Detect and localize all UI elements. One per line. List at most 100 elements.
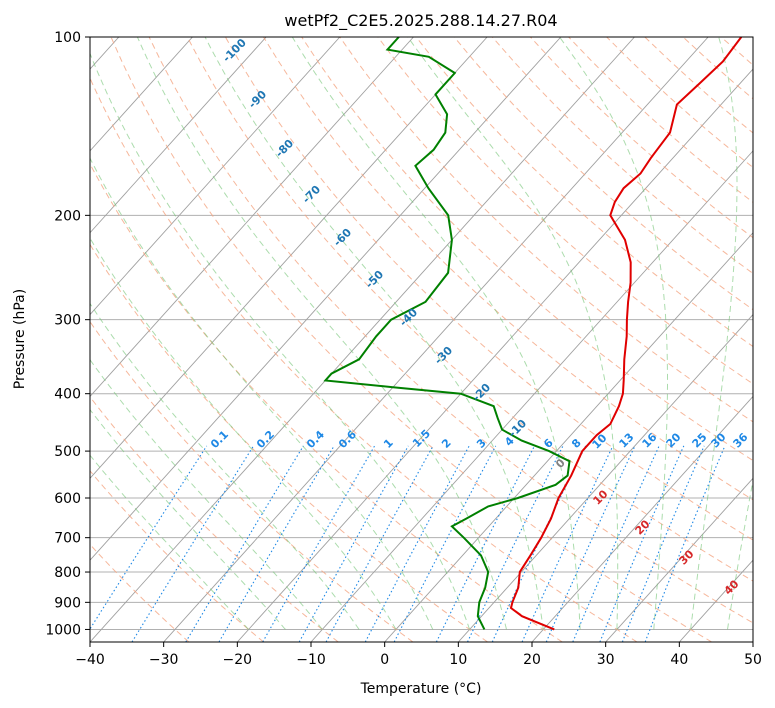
x-axis: −40 −30 −20 −10 0 10 20 30 40 50 [75,642,762,668]
dry-adiabat-line [90,470,264,642]
dry-adiabat-line [682,37,753,100]
x-tick-label: 40 [670,652,688,668]
moist-adiabat-label: -90 [246,88,269,111]
mixing-ratio-label: 0.4 [304,428,327,451]
mixing-ratio-lines [90,445,726,642]
moist-adiabat-line [727,477,753,630]
moist-adiabat-line [90,302,360,630]
mixing-ratio-line [467,445,564,642]
mixing-ratio-line [218,445,335,642]
moist-adiabat-label: -50 [363,268,386,291]
chart-title: wetPf2_C2E5.2025.288.14.27.R04 [284,11,557,31]
dry-adiabat-line [90,243,488,642]
y-tick-label: 300 [54,313,81,329]
dry-adiabat-line [90,543,190,642]
x-tick-label: −40 [75,652,105,668]
dry-adiabat-label: 30 [677,547,697,567]
moist-adiabat-line [90,408,286,630]
dry-adiabat-line [90,162,563,642]
isotherm-line [90,37,193,152]
isotherm-line [90,37,267,234]
dry-adiabat-label: 0 [553,456,568,471]
y-tick-label: 900 [54,595,81,611]
y-tick-label: 1000 [45,622,81,638]
moist-adiabat-label: -60 [331,226,354,249]
mixing-ratio-line [131,445,254,642]
y-tick-label: 200 [54,208,81,224]
isotherm-line [457,313,753,642]
mixing-ratio-line [491,445,587,642]
moist-adiabat-label: -80 [273,137,296,160]
isotherm-line [90,37,414,398]
mixing-ratio-label: 8 [569,436,584,451]
y-tick-label: 100 [54,30,81,46]
isotherm-line [90,37,562,561]
y-tick-label: 600 [54,491,81,507]
moist-adiabat-line [407,37,619,630]
y-tick-label: 400 [54,387,81,403]
dry-adiabat-line [644,37,753,134]
x-tick-label: 10 [449,652,467,668]
isotherm-line [384,232,753,642]
isotherm-line [90,37,488,479]
dry-adiabat-label: 10 [591,487,611,507]
mixing-ratio-line [393,445,497,642]
dry-adiabat-line [377,37,753,385]
mixing-ratio-label: 10 [590,431,610,451]
x-axis-label: Temperature (°C) [360,681,482,697]
moist-adiabat-line [90,52,471,630]
isotherm-line [163,37,709,642]
x-tick-label: −20 [223,652,253,668]
dry-adiabat-line [530,37,753,239]
mixing-ratio-line [435,445,535,642]
sounding-traces [323,37,743,631]
y-axis: 100 200 300 400 500 600 700 800 900 1000 [45,30,90,638]
mixing-ratio-label: 2 [439,436,454,451]
mixing-ratio-line [644,445,726,642]
isotherm-line [90,37,341,316]
mixing-ratio-line [364,445,470,642]
plot-frame [89,36,754,643]
y-tick-label: 800 [54,565,81,581]
x-tick-label: 30 [597,652,615,668]
isotherm-line [236,68,753,642]
moist-adiabat-line [90,358,323,630]
moist-adiabat-line [90,454,249,630]
dry-adiabat-line [110,37,712,642]
dry-adiabat-line [148,37,753,624]
mixing-ratio-line [90,445,208,630]
isobar-gridlines [90,37,753,630]
dry-adiabat-line [453,37,753,311]
moist-adiabat-line [90,157,434,630]
isotherm-line [310,150,753,642]
dry-adiabats [90,37,753,642]
mixing-ratio-label: 16 [640,430,660,450]
moist-adiabat-line [559,37,668,630]
isotherm-line [531,395,753,642]
isotherm-line [90,37,635,642]
mixing-ratio-line [185,445,304,642]
x-tick-label: −10 [296,652,326,668]
moist-adiabat-line [136,37,507,630]
y-tick-label: 500 [54,444,81,460]
mixing-ratio-label: 0.6 [336,428,359,451]
x-tick-label: −30 [149,652,179,668]
moist-adiabats [90,37,753,630]
mixing-ratio-line [298,445,409,642]
dry-adiabat-line [224,37,753,541]
dry-adiabat-line [415,37,753,348]
mixing-ratio-label: 30 [709,430,729,450]
moist-adiabat-label: -30 [432,344,455,367]
mixing-ratio-line [325,445,434,642]
line-labels: -100-90-80-70-60-50-40-30-20-100.1 0.2 0.4… [208,36,751,598]
isotherm-line [752,641,753,642]
mixing-ratio-line [599,445,685,642]
dewpoint-trace [323,37,571,630]
y-tick-label: 700 [54,531,81,547]
mixing-ratio-label: 0.2 [254,428,277,451]
mixing-ratio-label: 20 [664,430,684,450]
moist-adiabat-line [690,37,738,630]
dry-adiabat-line [90,320,414,642]
plot-area [90,37,753,642]
